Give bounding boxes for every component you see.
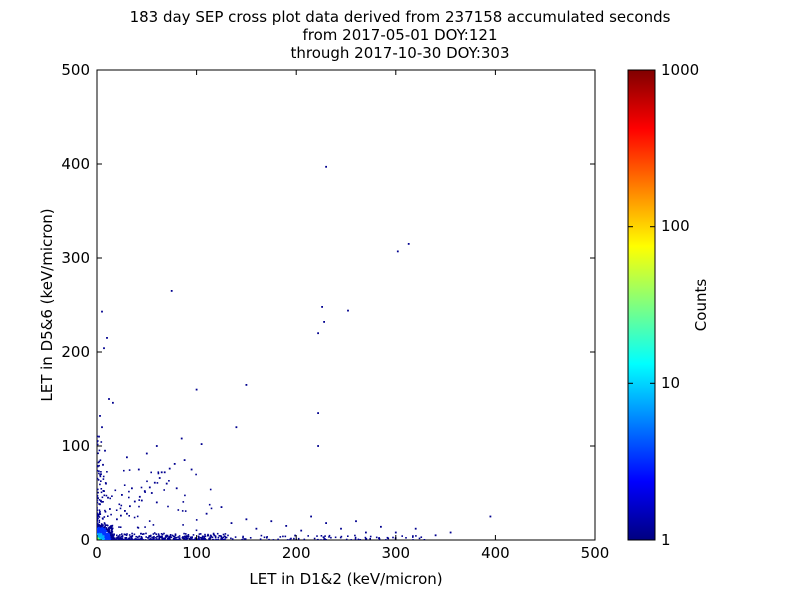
x-tick-label: 500: [581, 544, 610, 562]
scatter-points-layer: [97, 165, 492, 540]
y-tick-labels: 0 100 200 300 400 500: [61, 61, 90, 549]
y-axis-label: LET in D5&6 (keV/micron): [38, 208, 56, 401]
tick-marks: [96, 69, 596, 541]
y-tick-label: 200: [61, 343, 90, 361]
plot-frame: [96, 69, 596, 541]
colorbar-tick-labels: 1000 100 10 1: [661, 61, 699, 549]
colorbar-tick-label: 10: [661, 374, 680, 392]
y-tick-label: 100: [61, 437, 90, 455]
colorbar-tick-label: 100: [661, 217, 690, 235]
x-tick-label: 0: [92, 544, 102, 562]
y-tick-label: 300: [61, 249, 90, 267]
y-tick-label: 500: [61, 61, 90, 79]
y-tick-label: 0: [80, 531, 90, 549]
x-tick-label: 200: [282, 544, 311, 562]
colorbar-tick-marks: [628, 226, 655, 384]
x-tick-labels: 0 100 200 300 400 500: [92, 544, 609, 562]
colorbar: [627, 69, 656, 541]
x-tick-label: 100: [182, 544, 211, 562]
colorbar-label: Counts: [692, 279, 710, 332]
colorbar-tick-label: 1: [661, 531, 671, 549]
x-axis-label: LET in D1&2 (keV/micron): [249, 570, 442, 588]
x-tick-label: 400: [481, 544, 510, 562]
x-tick-label: 300: [381, 544, 410, 562]
y-tick-label: 400: [61, 155, 90, 173]
colorbar-tick-label: 1000: [661, 61, 699, 79]
chart-title-line2: from 2017-05-01 DOY:121: [302, 26, 497, 44]
chart-title-line3: through 2017-10-30 DOY:303: [290, 44, 509, 62]
chart-title-line1: 183 day SEP cross plot data derived from…: [130, 8, 671, 26]
